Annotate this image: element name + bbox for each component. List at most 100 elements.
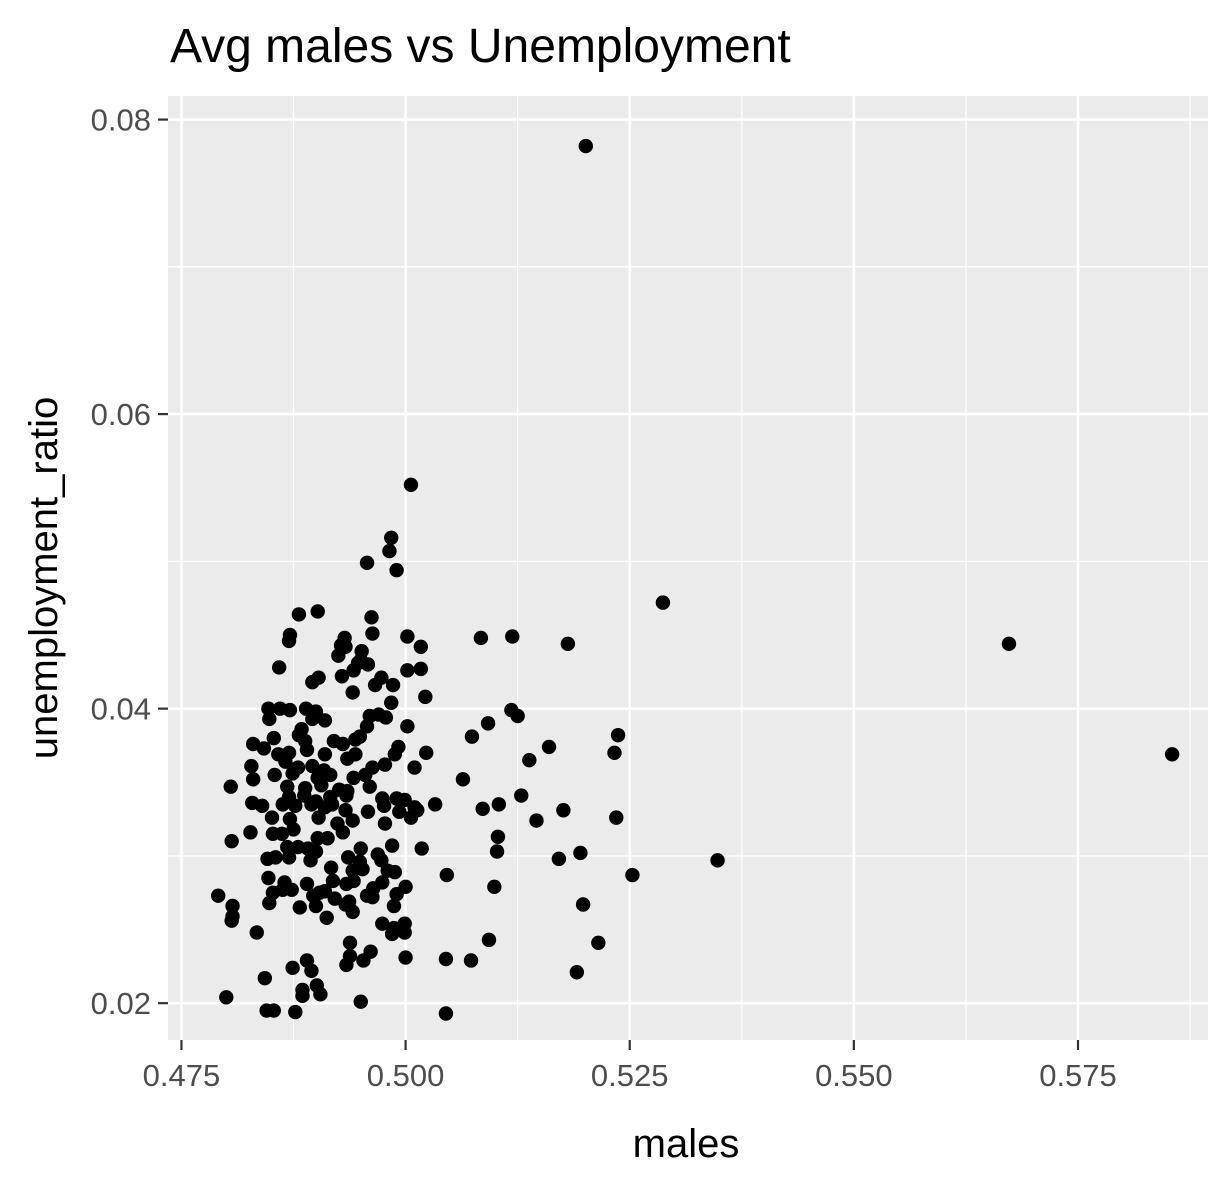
data-point <box>245 736 261 752</box>
data-point <box>358 767 373 783</box>
data-point <box>491 797 507 812</box>
data-point <box>267 767 282 783</box>
data-point <box>223 779 238 794</box>
data-point <box>254 798 270 814</box>
data-point <box>353 994 368 1009</box>
data-point <box>274 826 290 842</box>
data-point <box>514 788 529 803</box>
data-point <box>489 844 505 859</box>
data-point <box>384 530 399 546</box>
data-point <box>407 760 422 775</box>
data-point <box>389 563 404 578</box>
data-point <box>256 741 272 756</box>
data-point <box>355 861 370 877</box>
data-point <box>359 555 375 571</box>
y-axis-title: unemployment_ratio <box>22 397 66 759</box>
data-point <box>389 887 404 902</box>
y-tick-label: 0.04 <box>91 692 151 727</box>
chart-title: Avg males vs Unemployment <box>170 20 791 73</box>
data-point <box>335 825 351 840</box>
data-point <box>314 778 329 793</box>
data-point <box>360 657 376 672</box>
data-point <box>385 677 401 693</box>
data-point <box>400 629 415 644</box>
data-point <box>291 607 307 622</box>
data-point <box>245 772 261 787</box>
data-point <box>317 713 333 728</box>
data-point <box>475 801 490 816</box>
x-tick-label: 0.500 <box>367 1058 445 1093</box>
data-point <box>464 729 480 744</box>
data-point <box>398 950 413 965</box>
data-point <box>413 639 429 654</box>
data-point <box>281 850 297 865</box>
data-point <box>1001 636 1017 652</box>
data-point <box>335 736 351 752</box>
data-point <box>211 888 226 903</box>
data-point <box>609 810 624 825</box>
data-point <box>541 739 557 755</box>
data-point <box>325 873 341 889</box>
data-point <box>439 867 455 883</box>
data-point <box>286 822 301 837</box>
data-point <box>367 677 383 693</box>
data-point <box>285 960 300 976</box>
data-point <box>360 804 376 819</box>
data-point <box>378 710 394 725</box>
y-tick-label: 0.02 <box>91 986 151 1021</box>
data-point <box>374 853 389 868</box>
data-point <box>341 850 356 865</box>
data-point <box>317 884 333 899</box>
data-point <box>607 745 622 761</box>
data-point <box>387 747 403 762</box>
data-point <box>438 951 454 967</box>
data-point <box>551 851 567 867</box>
x-axis-title: males <box>633 1122 740 1166</box>
data-point <box>311 810 326 825</box>
data-point <box>403 477 419 492</box>
data-point <box>311 670 326 685</box>
data-point <box>345 685 360 700</box>
data-point <box>359 719 375 734</box>
data-point <box>323 767 338 783</box>
x-axis: 0.475 0.500 0.525 0.550 0.575 <box>143 1040 1117 1093</box>
data-point <box>346 770 361 786</box>
data-point <box>257 970 273 986</box>
data-point <box>400 719 415 734</box>
data-point <box>346 873 361 889</box>
data-point <box>262 895 277 911</box>
data-point <box>377 816 393 831</box>
data-point <box>573 845 588 861</box>
data-point <box>384 838 400 853</box>
data-point <box>288 1004 303 1020</box>
data-point <box>261 870 276 886</box>
data-point <box>313 987 328 1002</box>
data-point <box>266 1003 281 1018</box>
data-point <box>414 841 429 856</box>
data-point <box>556 803 571 818</box>
data-point <box>327 891 342 906</box>
data-point <box>288 798 303 814</box>
data-point <box>304 797 319 812</box>
data-point <box>342 935 358 951</box>
data-point <box>481 932 497 948</box>
x-tick-label: 0.525 <box>591 1058 669 1093</box>
data-point <box>275 797 290 812</box>
data-point <box>397 925 412 940</box>
data-point <box>400 663 415 678</box>
data-point <box>219 990 234 1005</box>
data-points <box>211 138 1180 1021</box>
data-point <box>224 833 239 849</box>
data-point <box>261 701 276 716</box>
data-point <box>331 648 346 663</box>
x-tick-label: 0.475 <box>143 1058 221 1093</box>
data-point <box>244 758 259 774</box>
x-tick-label: 0.550 <box>815 1058 893 1093</box>
data-point <box>278 754 293 769</box>
data-point <box>364 610 379 625</box>
data-point <box>362 779 377 794</box>
data-point <box>345 813 360 828</box>
data-point <box>348 747 363 762</box>
data-point <box>376 798 392 814</box>
